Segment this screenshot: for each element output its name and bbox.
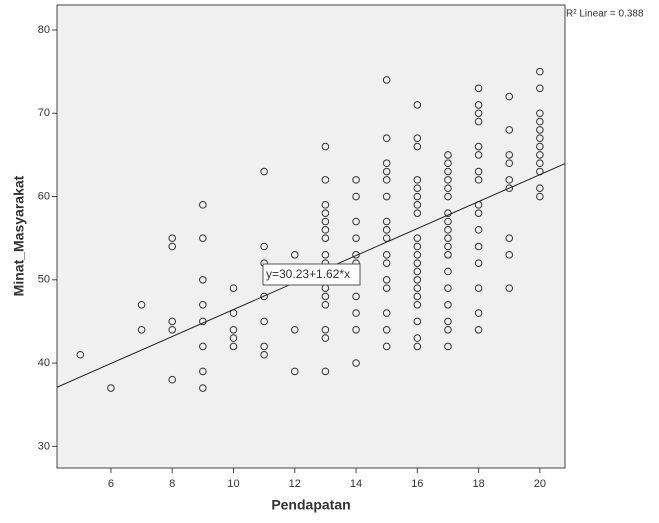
x-tick-label: 10 (227, 478, 239, 490)
y-tick-label: 60 (38, 190, 50, 202)
plot-area (57, 5, 565, 468)
y-tick-label: 50 (38, 274, 50, 286)
x-tick-label: 20 (534, 478, 546, 490)
y-tick-label: 70 (38, 107, 50, 119)
x-tick-label: 16 (411, 478, 423, 490)
x-tick-label: 8 (169, 478, 175, 490)
fit-label: y=30.23+1.62*x (266, 267, 350, 281)
chart: Pendapatan Minat_Masyarakat R² Linear = … (0, 0, 659, 518)
y-axis-label: Minat_Masyarakat (11, 175, 27, 296)
y-tick-label: 40 (38, 357, 50, 369)
y-tick-label: 80 (38, 24, 50, 36)
x-tick-label: 12 (289, 478, 301, 490)
y-tick-label: 30 (38, 440, 50, 452)
x-tick-label: 14 (350, 478, 362, 490)
x-tick-label: 18 (472, 478, 484, 490)
r2-label: R² Linear = 0.388 (566, 9, 644, 20)
x-tick-label: 6 (108, 478, 114, 490)
x-axis-label: Pendapatan (271, 497, 350, 513)
